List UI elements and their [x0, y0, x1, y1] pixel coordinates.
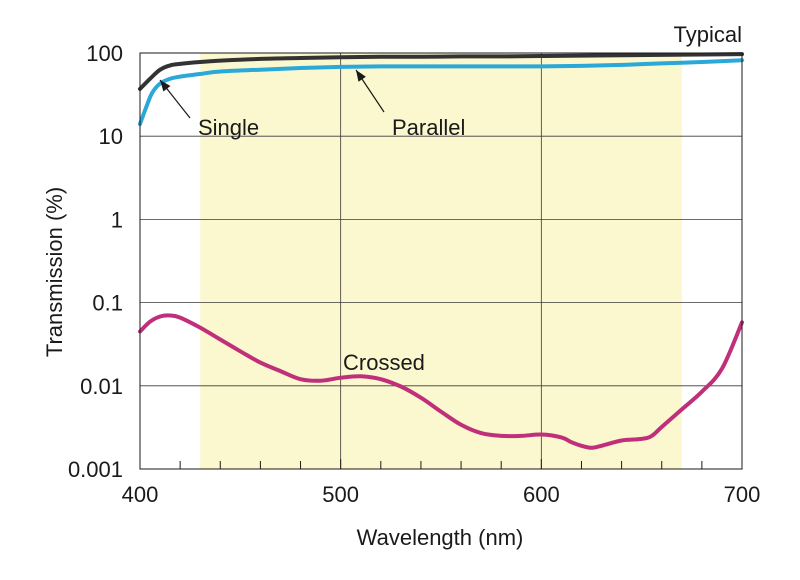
annotation-typical: Typical	[674, 22, 742, 47]
series-line-single	[138, 52, 744, 91]
y-tick-label: 0.001	[68, 457, 123, 482]
y-tick-label: 1	[111, 207, 123, 232]
annotation-parallel: Parallel	[392, 115, 465, 140]
y-tick-label: 10	[99, 124, 123, 149]
annotation-arrow-parallel	[355, 69, 385, 113]
y-tick-labels: 0.001 0.01 0.1 1 10 100	[68, 41, 123, 482]
y-axis-title: Transmission (%)	[42, 187, 67, 357]
plot-band-highlight	[200, 53, 682, 469]
annotation-single: Single	[198, 115, 259, 140]
x-ticks: 400 500 600 700	[122, 459, 761, 507]
x-tick-label: 400	[122, 482, 159, 507]
x-tick-label: 600	[523, 482, 560, 507]
y-tick-label: 100	[86, 41, 123, 66]
annotation-arrow-single	[159, 79, 191, 119]
series-line-crossed	[138, 313, 744, 450]
y-tick-label: 0.01	[80, 374, 123, 399]
annotation-arrows	[159, 69, 385, 119]
x-tick-label: 500	[322, 482, 359, 507]
annotation-crossed: Crossed	[343, 350, 425, 375]
x-axis-title: Wavelength (nm)	[357, 525, 524, 550]
x-tick-label: 700	[724, 482, 761, 507]
plot-frame	[139, 52, 743, 470]
y-tick-label: 0.1	[92, 291, 123, 316]
